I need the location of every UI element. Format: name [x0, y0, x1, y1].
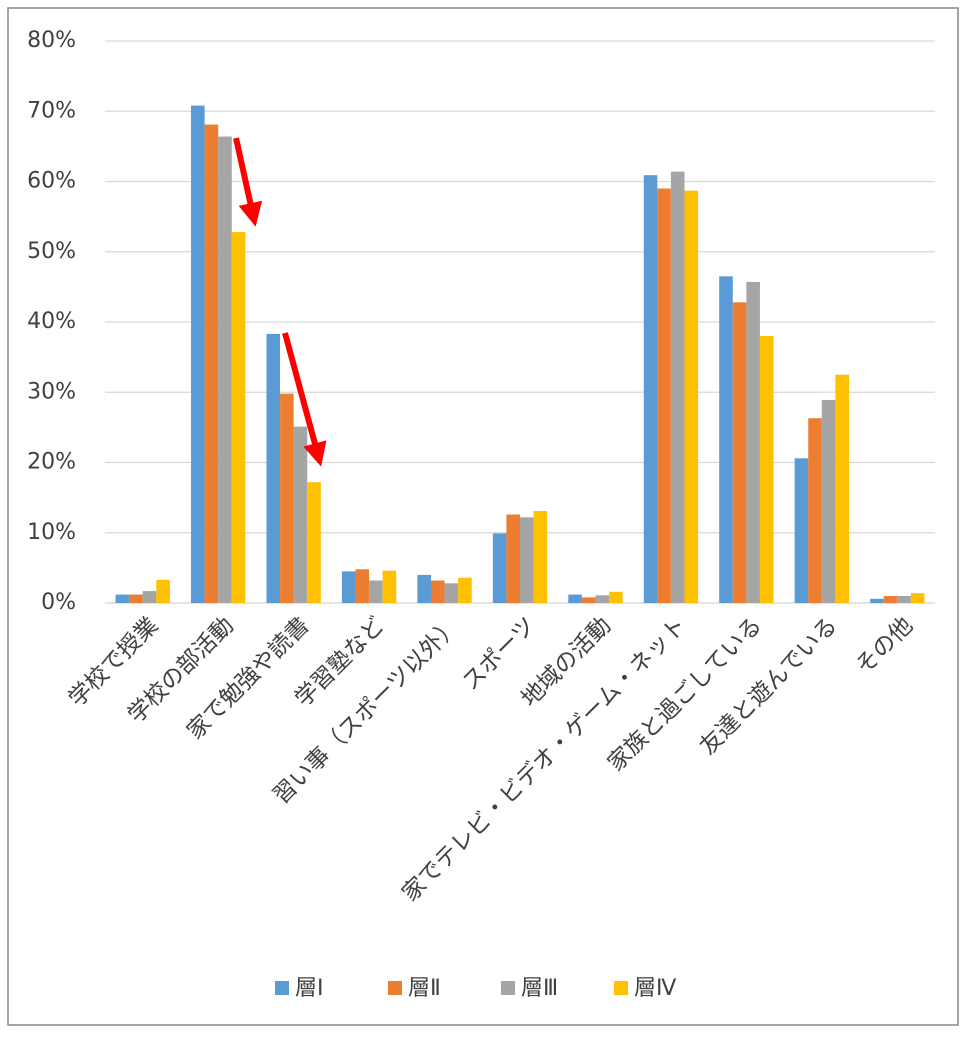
bars [115, 105, 925, 604]
y-tick-label: 30% [27, 379, 76, 404]
legend-swatch [501, 981, 515, 995]
bar [191, 105, 205, 603]
legend-label: 層Ⅰ [295, 976, 324, 1001]
legend-label: 層Ⅲ [521, 976, 558, 1001]
bar [870, 598, 884, 603]
bar [897, 595, 911, 603]
bar [719, 276, 733, 603]
bar [204, 124, 219, 603]
y-tick-label: 60% [27, 169, 76, 194]
legend-label: 層Ⅳ [634, 976, 677, 1001]
y-tick-label: 10% [27, 520, 76, 545]
bar [444, 583, 459, 603]
bar [533, 510, 548, 603]
bar [218, 136, 232, 604]
legend-swatch [275, 981, 289, 995]
bar [609, 591, 623, 603]
bar [670, 171, 685, 604]
bar [808, 418, 822, 603]
bar [732, 302, 747, 603]
bar [266, 333, 281, 603]
bar [643, 175, 658, 604]
bar [341, 571, 356, 603]
bar [430, 580, 445, 603]
bar [684, 190, 699, 603]
annotation-arrow [282, 332, 327, 467]
y-tick-label: 20% [27, 450, 76, 475]
bar [581, 597, 596, 603]
legend-swatch [388, 981, 402, 995]
bar [835, 374, 849, 603]
bar [293, 426, 308, 603]
y-tick-label: 0% [41, 590, 76, 615]
bar [156, 579, 170, 603]
bar [910, 593, 925, 603]
bar [231, 232, 246, 603]
bar [355, 569, 370, 603]
bar [595, 595, 610, 603]
legend-swatch [614, 981, 628, 995]
y-tick-label: 80% [27, 28, 76, 53]
bar [746, 281, 760, 603]
bar [115, 594, 130, 603]
y-tick-label: 70% [27, 98, 76, 123]
bar [759, 336, 774, 603]
bar [369, 580, 383, 603]
bar [129, 594, 143, 603]
bar [821, 399, 836, 603]
y-tick-label: 40% [27, 309, 76, 334]
bar [382, 570, 397, 603]
bar [417, 574, 431, 603]
bar [506, 514, 520, 603]
bar [883, 595, 898, 603]
bar [794, 458, 809, 603]
bar [520, 517, 534, 603]
bar [280, 393, 294, 603]
y-tick-label: 50% [27, 239, 76, 264]
bar [307, 482, 321, 603]
bar [657, 188, 671, 603]
legend-label: 層Ⅱ [408, 976, 441, 1001]
bar [458, 577, 472, 603]
annotation-arrow [233, 137, 263, 227]
bar [492, 533, 507, 603]
bar [568, 594, 582, 603]
bar [142, 591, 157, 603]
